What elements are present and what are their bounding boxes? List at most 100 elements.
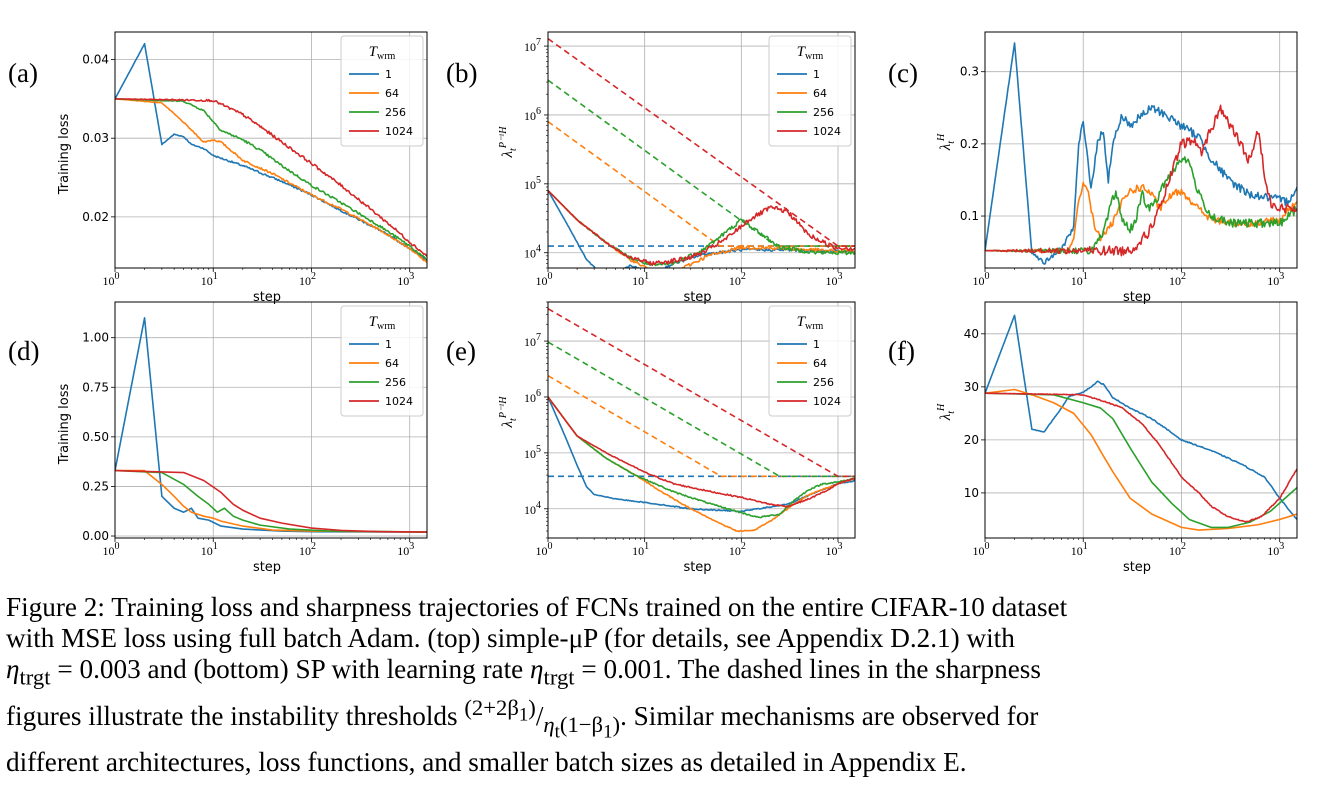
caption-fraction-slash: /: [535, 701, 544, 732]
x-tick-label: 102: [299, 541, 316, 558]
panel-c: 100 101 102 103 0.1 0.2 0.3 step λtH (c): [888, 31, 1298, 305]
x-tick-label: 103: [1267, 541, 1284, 558]
caption-line-2: with MSE loss using full batch Adam. (to…: [6, 623, 1015, 653]
y-tick-label: 0.03: [82, 131, 109, 145]
series-line-256: [115, 98, 427, 261]
caption-line-3: ηtrgt = 0.003 and (bottom) SP with learn…: [6, 654, 1322, 692]
y-tick-label: 0.75: [82, 380, 109, 394]
x-tick-label: 100: [103, 541, 120, 558]
caption-eta-symbol: η: [6, 654, 20, 684]
y-tick-label: 107: [524, 37, 541, 54]
series-group: [985, 314, 1297, 531]
y-tick-label: 105: [524, 175, 541, 192]
y-tick-label: 106: [524, 106, 541, 123]
series-line-1024: [115, 98, 427, 257]
y-tick-label: 40: [964, 327, 979, 341]
threshold-dashed-line-1024: [548, 307, 855, 478]
legend: Twrm 1 64 256 1024: [768, 35, 852, 147]
legend-box: [340, 305, 424, 417]
x-tick-label: 100: [536, 271, 553, 288]
legend-title: Twrm: [369, 44, 396, 62]
caption-eta-symbol-2: η: [530, 654, 544, 684]
caption-line-5: different architectures, loss functions,…: [6, 747, 967, 778]
axes-frame: [984, 31, 1298, 269]
y-tick-label: 0.00: [82, 529, 109, 543]
legend-entry-1024: 1024: [813, 125, 841, 138]
x-tick-label: 103: [397, 271, 414, 288]
x-tick-label: 100: [536, 541, 553, 558]
x-tick-label: 103: [1267, 271, 1284, 288]
legend-entry-64: 64: [813, 357, 827, 370]
y-tick-label: 0.1: [960, 209, 979, 223]
x-tick-label: 101: [632, 271, 649, 288]
y-tick-label: 0.04: [82, 53, 109, 67]
panel-f: 100 101 102 103 10 20 30 40 step λtH (f): [888, 301, 1298, 575]
panel-d: 100 101 102 103 0.00 0.25 0.50 0.75 1.00 step Trai…: [8, 301, 428, 575]
series-line-256: [548, 396, 855, 519]
x-axis-label: step: [683, 290, 711, 305]
x-tick-label: 100: [103, 271, 120, 288]
y-axis-label: λtP⁻¹H: [498, 396, 519, 429]
caption-line-3-tail: = 0.001. The dashed lines in the sharpne…: [574, 654, 1041, 684]
y-tick-label: 30: [964, 380, 979, 394]
x-axis-label: step: [1123, 560, 1151, 575]
legend: Twrm 1 64 256 1024: [768, 305, 852, 417]
legend-entry-1: 1: [813, 338, 820, 351]
panel-b: 100 101 102 103 104 105 106 107 step λtP⁻¹H (b) Twr…: [446, 31, 856, 305]
x-tick-label: 101: [632, 541, 649, 558]
threshold-dashed-line-64: [548, 375, 855, 478]
legend-entry-256: 256: [813, 106, 834, 119]
caption-eta-subscript: trgt: [19, 664, 51, 690]
x-tick-label: 101: [201, 271, 218, 288]
caption-num-sub: 1: [518, 704, 529, 726]
x-tick-label: 102: [1169, 271, 1186, 288]
caption-line-4-tail: . Similar mechanisms are observed for: [620, 701, 1039, 732]
y-axis-label: Training loss: [57, 114, 72, 196]
legend-title: Twrm: [797, 314, 824, 332]
legend-title: Twrm: [369, 314, 396, 332]
x-tick-label: 102: [299, 271, 316, 288]
axes-frame: [547, 31, 856, 269]
legend-box: [768, 35, 852, 147]
caption-num-a: (2+2β: [464, 695, 519, 721]
y-tick-label: 105: [524, 444, 541, 461]
legend-box: [768, 305, 852, 417]
legend-entry-1: 1: [385, 68, 392, 81]
caption-den-close: ): [612, 711, 621, 737]
caption-den-t: t: [554, 721, 560, 743]
figure-caption: Figure 2: Training loss and sharpness tr…: [6, 592, 1322, 778]
legend-entry-256: 256: [813, 376, 834, 389]
caption-eta-subscript-2: trgt: [543, 664, 575, 690]
series-group: [548, 38, 855, 268]
series-line-1: [985, 42, 1297, 265]
caption-line-3-text: = 0.003 and (bottom) SP with learning ra…: [50, 654, 531, 684]
legend: Twrm 1 64 256 1024: [340, 305, 424, 417]
series-group: [115, 42, 427, 264]
series-group: [985, 42, 1297, 265]
x-axis-label: step: [1123, 290, 1151, 305]
axes-frame: [114, 31, 428, 269]
series-line-1024: [548, 189, 855, 267]
x-tick-label: 100: [973, 541, 990, 558]
series-line-64: [115, 98, 427, 264]
legend-entry-64: 64: [813, 87, 827, 100]
x-tick-label: 102: [1169, 541, 1186, 558]
axes-frame: [114, 301, 428, 539]
x-axis-label: step: [253, 290, 281, 305]
caption-line-4: figures illustrate the instability thres…: [6, 692, 1322, 747]
legend-entry-64: 64: [385, 87, 399, 100]
legend-entry-1024: 1024: [385, 395, 413, 408]
legend-entry-1024: 1024: [385, 125, 413, 138]
x-tick-label: 100: [973, 271, 990, 288]
y-axis-label: λtP⁻¹H: [498, 126, 519, 159]
series-group: [115, 317, 427, 533]
y-tick-label: 0.50: [82, 430, 109, 444]
legend-entry-1024: 1024: [813, 395, 841, 408]
series-line-1024: [985, 104, 1297, 257]
legend-entry-256: 256: [385, 106, 406, 119]
legend-entry-256: 256: [385, 376, 406, 389]
y-axis-label: λtH: [936, 133, 957, 151]
caption-line-1: Figure 2: Training loss and sharpness tr…: [6, 592, 1068, 622]
series-line-1024: [548, 396, 855, 508]
